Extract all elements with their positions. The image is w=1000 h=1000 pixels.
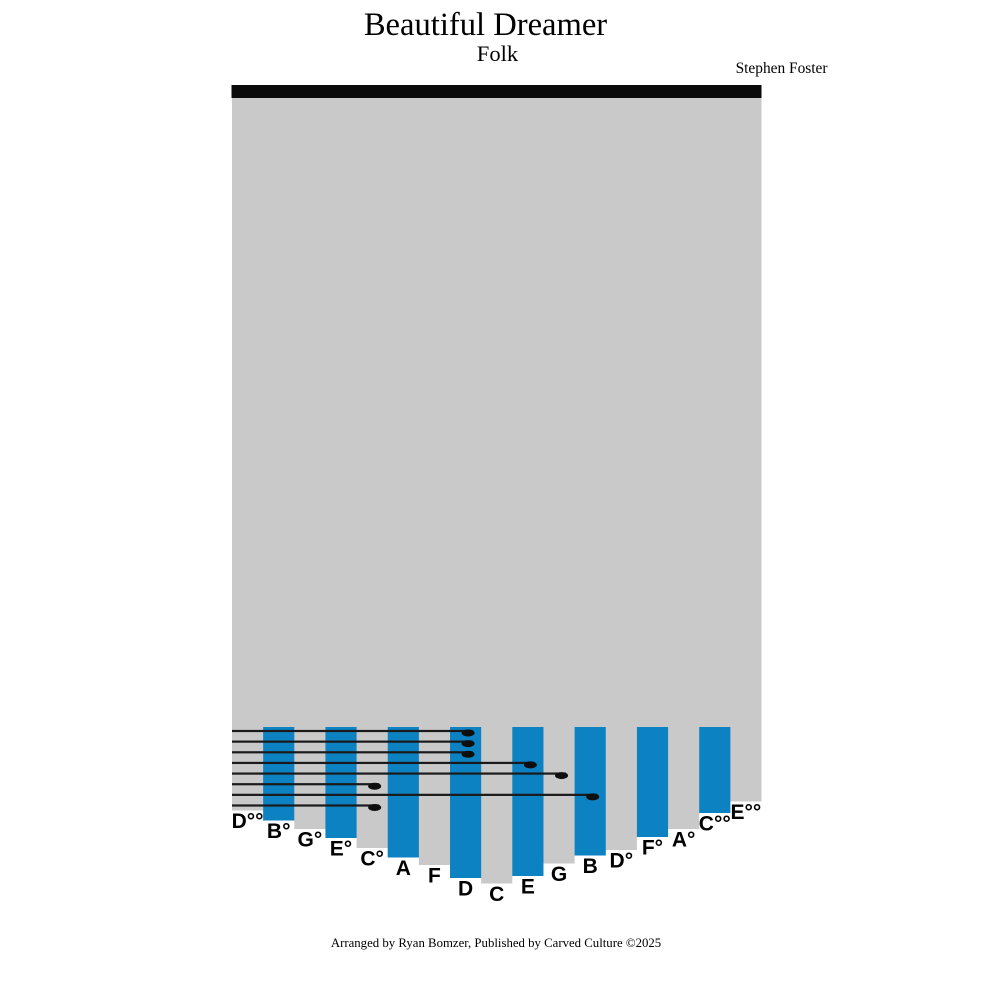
svg-text:A°: A°	[672, 829, 696, 852]
svg-text:E°°: E°°	[731, 801, 762, 824]
svg-text:C°: C°	[360, 848, 384, 871]
svg-text:B: B	[583, 855, 598, 878]
svg-text:E: E	[521, 876, 535, 899]
svg-text:C°°: C°°	[699, 813, 731, 836]
svg-text:G°: G°	[298, 829, 323, 852]
svg-text:C: C	[489, 883, 504, 906]
svg-text:A: A	[396, 857, 411, 880]
svg-text:F°: F°	[642, 837, 663, 860]
svg-text:D: D	[458, 878, 473, 901]
svg-text:D°°: D°°	[232, 810, 264, 833]
svg-text:G: G	[551, 863, 567, 886]
svg-text:F: F	[428, 865, 441, 888]
svg-text:B°: B°	[267, 820, 291, 843]
svg-text:D°: D°	[610, 850, 634, 873]
svg-text:E°: E°	[330, 838, 352, 861]
